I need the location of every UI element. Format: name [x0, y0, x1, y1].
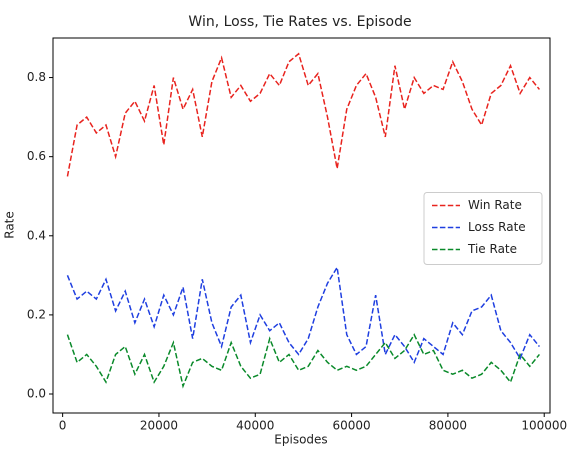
- y-axis-label: Rate: [3, 211, 17, 239]
- x-tick-label: 80000: [429, 419, 467, 433]
- legend-box: [423, 192, 543, 265]
- x-tick-label: 40000: [236, 419, 274, 433]
- y-tick-label: 0.8: [27, 70, 46, 84]
- legend-label: Win Rate: [468, 198, 522, 212]
- chart-title: Win, Loss, Tie Rates vs. Episode: [188, 14, 411, 30]
- y-tick-label: 0.4: [27, 228, 46, 242]
- legend-label: Tie Rate: [467, 242, 517, 256]
- series-line: [66, 333, 540, 389]
- plot-frame: [52, 37, 551, 414]
- series-line: [66, 52, 540, 177]
- legend-label: Loss Rate: [468, 220, 526, 234]
- x-axis-label: Episodes: [274, 433, 327, 447]
- x-tick-label: 0: [59, 419, 67, 433]
- y-tick-label: 0.2: [27, 307, 46, 321]
- x-tick-label: 60000: [332, 419, 370, 433]
- y-tick-label: 0.0: [27, 387, 46, 401]
- x-tick-label: 100000: [521, 419, 567, 433]
- series-line: [66, 265, 540, 365]
- y-tick-label: 0.6: [27, 149, 46, 163]
- x-tick-label: 20000: [140, 419, 178, 433]
- legend: Win Rate Loss Rate Tie Rate: [423, 192, 543, 265]
